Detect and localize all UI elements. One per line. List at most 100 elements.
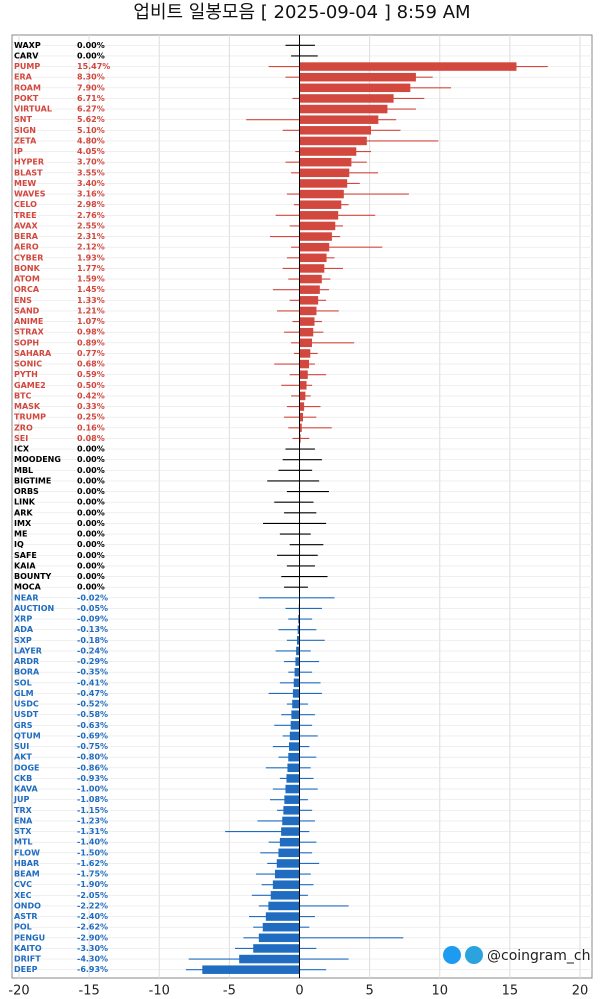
row-name: MEW [14,179,36,188]
bar [292,699,300,709]
bar [286,774,300,783]
row-name: CELO [14,200,37,209]
value-label: -0.09% [77,615,108,624]
row-name: KAIA [14,561,36,570]
x-tick-label: 20 [572,984,589,999]
value-label: 0.00% [77,583,105,592]
x-tick-label: 0 [295,984,303,999]
value-label: -1.23% [77,816,108,825]
row-name: GRS [14,721,33,730]
row-name: SOL [14,678,32,687]
row-name: TREE [14,211,37,220]
row-name: SXP [14,636,32,645]
bar [285,784,300,794]
bar [299,412,304,422]
bar [299,104,388,114]
value-label: 0.00% [77,530,105,539]
value-label: -0.29% [77,657,108,666]
row-name: ANIME [14,317,43,326]
value-label: 0.00% [77,455,105,464]
bar [298,614,300,624]
value-label: -0.63% [77,721,108,730]
bar [272,880,300,889]
row-name: ORCA [14,285,40,294]
bar [299,264,325,273]
value-label: -0.69% [77,731,108,740]
row-name: BORA [14,668,40,677]
value-label: 5.62% [77,115,105,124]
row-name: AERO [14,243,39,252]
bar [294,667,300,677]
row-name: XRP [14,615,32,624]
row-name: SAFE [14,551,37,560]
row-name: DOGE [14,763,39,772]
value-label: 0.00% [77,51,105,60]
value-label: -2.22% [77,901,108,910]
value-label: 0.00% [77,445,105,454]
bar [274,869,300,879]
value-label: 0.98% [77,328,105,337]
value-label: -0.41% [77,678,108,687]
value-label: 0.00% [77,551,105,560]
value-label: 2.55% [77,221,105,230]
row-name: JUP [13,795,29,804]
row-name: POKT [14,94,39,103]
row-name: IQ [14,540,24,549]
row-name: ICX [14,445,30,454]
row-name: PENGU [14,933,45,942]
value-label: 0.00% [77,519,105,528]
value-label: -0.02% [77,593,108,602]
value-label: 7.90% [77,83,105,92]
value-label: 0.00% [77,498,105,507]
bar [278,848,300,858]
value-label: -0.75% [77,742,108,751]
bar [299,136,367,146]
bar [299,434,301,443]
bar [299,306,317,316]
row-name: USDT [14,710,39,719]
row-name: SEI [14,434,28,443]
bar [299,242,330,252]
bar [297,625,300,634]
value-label: -0.80% [77,753,108,762]
value-label: 0.25% [77,413,105,422]
row-name: POL [14,923,32,932]
bar [299,189,344,199]
bar [299,157,352,167]
value-label: 5.10% [77,126,105,135]
bar [290,721,300,730]
row-name: SUI [14,742,29,751]
row-name: PYTH [14,370,38,379]
value-label: 0.59% [77,370,105,379]
row-name: BONK [14,264,41,273]
value-label: -0.58% [77,710,108,719]
row-name: ARK [14,508,33,517]
bar [258,933,300,943]
row-name: CKB [14,774,32,783]
bar [299,381,307,390]
row-name: NEAR [14,593,39,602]
chart-title: 업비트 일봉모음 [ 2025-09-04 ] 8:59 AM [133,2,470,23]
row-name: WAVES [14,190,46,199]
row-name: WAXP [14,41,41,50]
value-label: -0.35% [77,668,108,677]
value-label: 1.21% [77,306,105,315]
row-name: LINK [14,498,36,507]
watermark: @coingram_ch [487,948,590,964]
value-label: 0.68% [77,360,105,369]
bar [295,657,300,666]
row-name: MBL [14,466,33,475]
value-label: -1.62% [77,859,108,868]
bar [287,763,300,773]
value-label: -1.50% [77,848,108,857]
value-label: -1.08% [77,795,108,804]
row-name: MASK [14,402,41,411]
bar [299,391,306,401]
value-label: -1.00% [77,785,108,794]
value-label: -4.30% [77,955,108,964]
row-name: PUMP [14,62,40,71]
x-tick-label: 10 [431,984,448,999]
row-name: BIGTIME [14,476,51,485]
bar [270,891,300,900]
row-name: IP [14,147,23,156]
